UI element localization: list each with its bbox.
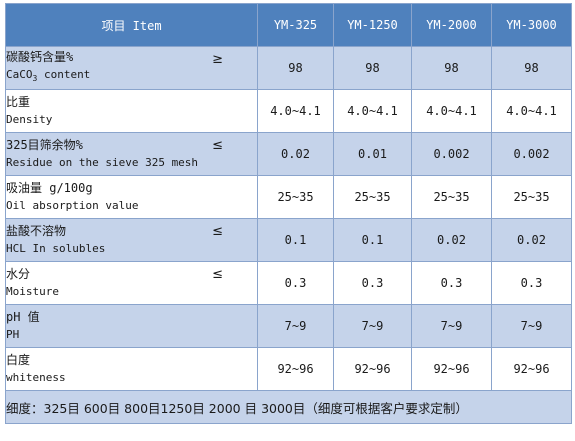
table-cell: 4.0~4.1 xyxy=(491,89,572,133)
row-label-en: Oil absorption value xyxy=(6,199,139,212)
table-cell: 0.1 xyxy=(333,218,412,262)
row-label-zh: 碳酸钙含量% xyxy=(6,49,74,64)
table-row: 盐酸不溶物 HCL In solubles ≤ 0.1 0.1 0.02 0.0… xyxy=(5,218,572,262)
table-cell: 0.02 xyxy=(491,218,572,262)
header-model: YM-2000 xyxy=(411,3,492,47)
table-cell: 98 xyxy=(333,46,412,90)
row-label-en: Moisture xyxy=(6,285,59,298)
table-cell: 7~9 xyxy=(333,304,412,348)
table-cell: 4.0~4.1 xyxy=(333,89,412,133)
row-label: 比重 Density xyxy=(5,89,258,133)
row-label-zh: 325目筛余物% xyxy=(6,138,83,152)
table-row: 碳酸钙含量% CaCO3 content ≥ 98 98 98 98 xyxy=(5,46,572,90)
header-item: 项目 Item xyxy=(5,3,258,47)
table-cell: 92~96 xyxy=(411,347,492,391)
table-cell: 92~96 xyxy=(257,347,334,391)
row-label: 白度 whiteness xyxy=(5,347,258,391)
table-cell: 0.3 xyxy=(333,261,412,305)
row-label-en: PH xyxy=(6,328,20,341)
row-label-zh: 水分 xyxy=(6,267,31,281)
row-label: 水分 Moisture ≤ xyxy=(5,261,258,305)
table-cell: 0.002 xyxy=(411,132,492,176)
row-label: 325目筛余物% Residue on the sieve 325 mesh ≤ xyxy=(5,132,258,176)
table-cell: 4.0~4.1 xyxy=(411,89,492,133)
table-cell: 98 xyxy=(491,46,572,90)
table-cell: 7~9 xyxy=(257,304,334,348)
table-cell: 92~96 xyxy=(491,347,572,391)
row-label-en: whiteness xyxy=(6,371,66,384)
row-label-zh: 盐酸不溶物 xyxy=(6,224,67,238)
fineness-note: 细度：325目 600目 800目1250目 2000 目 3000目（细度可根… xyxy=(5,390,572,424)
row-label-en: CaCO3 content xyxy=(6,67,91,84)
row-label-en: HCL In solubles xyxy=(6,242,106,255)
table-cell: 0.1 xyxy=(257,218,334,262)
table-row: 325目筛余物% Residue on the sieve 325 mesh ≤… xyxy=(5,132,572,176)
row-label: 盐酸不溶物 HCL In solubles ≤ xyxy=(5,218,258,262)
row-label-zh: 白度 xyxy=(6,353,31,367)
table-cell: 98 xyxy=(257,46,334,90)
table-cell: 4.0~4.1 xyxy=(257,89,334,133)
row-label-en: Density xyxy=(6,113,53,126)
spec-table: 项目 Item YM-325 YM-1250 YM-2000 YM-3000 碳… xyxy=(5,3,572,424)
table-cell: 7~9 xyxy=(491,304,572,348)
table-cell: 0.3 xyxy=(491,261,572,305)
row-label-zh: 吸油量 g/100g xyxy=(6,181,93,195)
row-label-zh: 比重 xyxy=(6,95,31,109)
footer-row: 细度：325目 600目 800目1250目 2000 目 3000目（细度可根… xyxy=(5,390,572,424)
table-row: 白度 whiteness 92~96 92~96 92~96 92~96 xyxy=(5,347,572,391)
table-cell: 25~35 xyxy=(333,175,412,219)
header-row: 项目 Item YM-325 YM-1250 YM-2000 YM-3000 xyxy=(5,3,572,47)
table-row: pH 值 PH 7~9 7~9 7~9 7~9 xyxy=(5,304,572,348)
row-label-en: Residue on the sieve 325 mesh xyxy=(6,156,199,169)
row-label: 碳酸钙含量% CaCO3 content ≥ xyxy=(5,46,258,90)
row-operator: ≥ xyxy=(212,52,223,67)
table-cell: 25~35 xyxy=(257,175,334,219)
table-row: 吸油量 g/100g Oil absorption value 25~35 25… xyxy=(5,175,572,219)
table-cell: 0.002 xyxy=(491,132,572,176)
row-operator: ≤ xyxy=(212,138,223,153)
row-operator: ≤ xyxy=(212,267,223,282)
table-row: 比重 Density 4.0~4.1 4.0~4.1 4.0~4.1 4.0~4… xyxy=(5,89,572,133)
table-cell: 25~35 xyxy=(491,175,572,219)
row-label: pH 值 PH xyxy=(5,304,258,348)
table-cell: 0.02 xyxy=(411,218,492,262)
header-model: YM-3000 xyxy=(491,3,572,47)
table-cell: 98 xyxy=(411,46,492,90)
table-cell: 0.3 xyxy=(257,261,334,305)
table-cell: 25~35 xyxy=(411,175,492,219)
row-operator: ≤ xyxy=(212,224,223,239)
header-model: YM-325 xyxy=(257,3,334,47)
row-label: 吸油量 g/100g Oil absorption value xyxy=(5,175,258,219)
row-label-zh: pH 值 xyxy=(6,310,40,324)
table-cell: 0.02 xyxy=(257,132,334,176)
table-row: 水分 Moisture ≤ 0.3 0.3 0.3 0.3 xyxy=(5,261,572,305)
header-model: YM-1250 xyxy=(333,3,412,47)
table-cell: 92~96 xyxy=(333,347,412,391)
table-cell: 0.01 xyxy=(333,132,412,176)
table-cell: 7~9 xyxy=(411,304,492,348)
table-cell: 0.3 xyxy=(411,261,492,305)
